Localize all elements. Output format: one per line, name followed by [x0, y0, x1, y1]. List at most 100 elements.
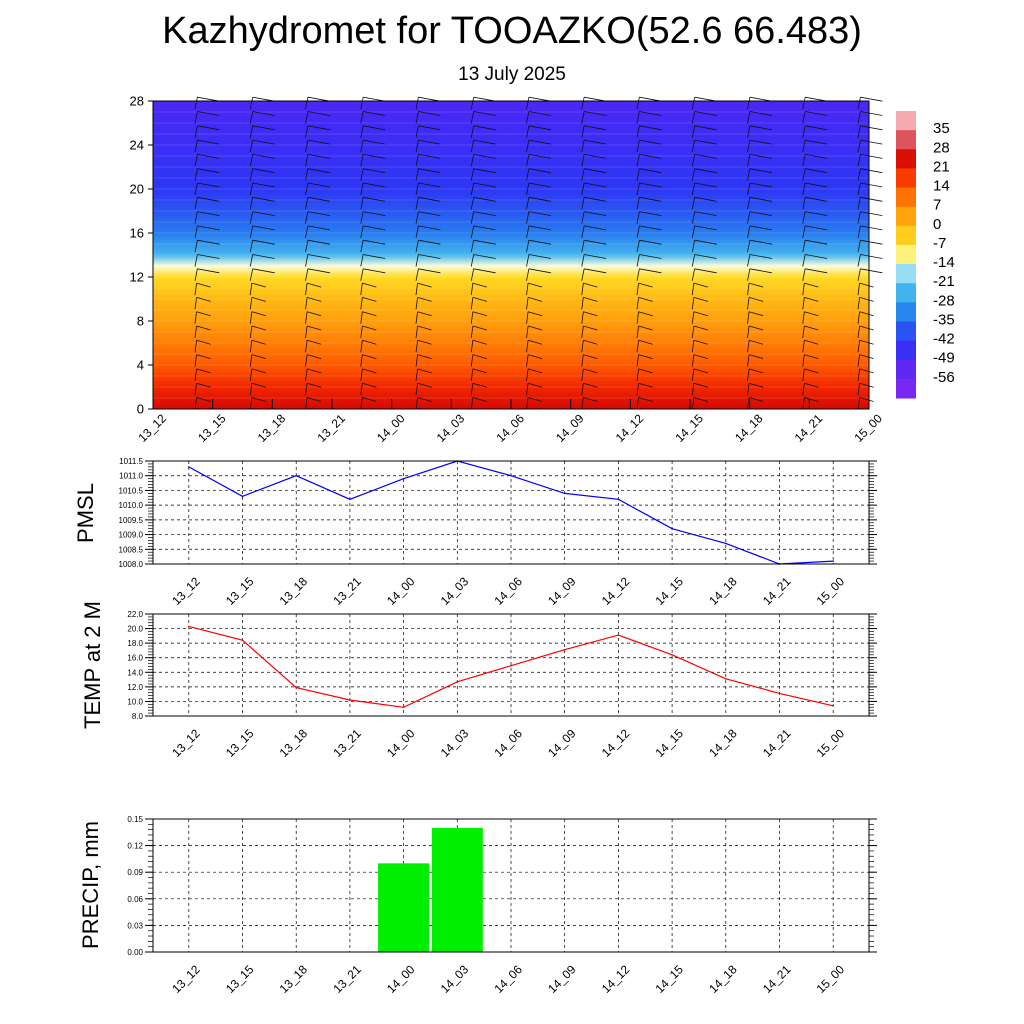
wind-barb — [415, 239, 441, 253]
wind-barb — [691, 268, 717, 281]
wind-barb — [636, 397, 653, 410]
colorbar-segment — [896, 149, 916, 169]
precip-bar — [431, 827, 483, 952]
wind-barb — [636, 211, 662, 224]
wind-barb — [305, 382, 322, 396]
x-tick-label: 13_12 — [169, 574, 203, 608]
wind-barb — [249, 139, 275, 153]
wind-barb — [857, 268, 883, 281]
wind-barb — [857, 297, 874, 310]
temp2m-ylabel: TEMP at 2 M — [80, 601, 105, 729]
wind-barb — [747, 354, 764, 367]
wind-barb — [857, 96, 883, 110]
y-tick-label: 16.0 — [127, 654, 143, 663]
wind-barb — [249, 354, 266, 367]
wind-barb — [470, 354, 487, 367]
wind-barb — [636, 182, 662, 196]
colorbar-label: -49 — [933, 350, 955, 367]
wind-barb — [470, 368, 487, 381]
wind-barb — [526, 239, 551, 253]
precip-ylabel: PRECIP, mm — [78, 821, 103, 949]
wind-barb — [747, 225, 772, 238]
colorbar-label: 7 — [933, 197, 941, 214]
pmsl-point — [671, 527, 673, 530]
colorbar-label: -21 — [933, 273, 955, 290]
wind-barb — [802, 368, 819, 381]
x-tick-label: 14_21 — [792, 411, 826, 445]
wind-barb — [636, 339, 653, 353]
y-tick-label: 22.0 — [127, 610, 143, 619]
y-tick-label: 8.0 — [132, 712, 144, 721]
wind-barb — [581, 225, 607, 238]
wind-barb — [802, 239, 828, 253]
wind-barb — [415, 111, 441, 124]
wind-barb — [360, 182, 386, 196]
colorbar-label: -14 — [933, 254, 955, 271]
wind-barb — [526, 311, 543, 324]
wind-barb — [691, 211, 717, 224]
x-tick-label: 13_21 — [330, 726, 364, 760]
colorbar-segment — [896, 302, 916, 322]
colorbar-segment — [896, 340, 916, 361]
wind-barb — [857, 125, 883, 138]
x-tick-label: 14_18 — [706, 962, 740, 996]
wind-barb — [636, 325, 653, 339]
x-tick-label: 14_00 — [384, 726, 418, 760]
y-tick-label: 14.0 — [127, 668, 143, 677]
wind-barb — [526, 125, 551, 138]
pmsl-point — [563, 492, 566, 495]
wind-barb — [360, 111, 386, 124]
wind-barb — [526, 268, 551, 281]
x-tick-label: 14_21 — [760, 574, 794, 608]
wind-barb — [194, 196, 220, 210]
x-tick-label: 14_15 — [653, 962, 687, 996]
y-tick-label: 16 — [130, 226, 144, 241]
wind-barb — [249, 254, 275, 267]
wind-barb — [415, 182, 441, 196]
x-tick-label: 14_12 — [599, 574, 633, 608]
wind-barb — [249, 382, 266, 396]
wind-barb — [691, 339, 708, 353]
wind-barb — [802, 282, 819, 296]
x-tick-label: 14_09 — [545, 726, 579, 760]
wind-barb — [305, 139, 330, 153]
wind-barb — [581, 339, 598, 353]
x-tick-label: 13_15 — [223, 574, 257, 608]
wind-barb — [691, 282, 708, 296]
wind-barb — [194, 111, 220, 124]
wind-barb — [691, 168, 717, 181]
wind-barb — [802, 325, 819, 339]
wind-barb — [691, 239, 717, 253]
wind-barb — [526, 297, 543, 310]
temp2m-point — [510, 664, 512, 667]
wind-barb — [747, 196, 772, 210]
wind-barb — [470, 311, 487, 324]
wind-barb — [636, 154, 662, 167]
colorbar-label: 21 — [933, 158, 950, 175]
wind-barb — [581, 111, 607, 124]
wind-barb — [857, 225, 883, 238]
wind-barb — [305, 325, 322, 339]
wind-barb — [636, 139, 662, 153]
x-tick-label: 15_00 — [814, 962, 848, 996]
wind-barb — [581, 125, 607, 138]
pmsl-point — [725, 542, 727, 545]
wind-barb — [691, 125, 717, 138]
wind-barb — [194, 225, 220, 238]
wind-barb — [470, 225, 496, 238]
precip-frame — [152, 818, 870, 953]
wind-barb — [360, 168, 386, 181]
wind-barb — [857, 111, 883, 124]
wind-barb — [470, 397, 487, 410]
y-tick-label: 12 — [130, 270, 144, 285]
wind-barb — [747, 111, 772, 124]
wind-barb — [194, 254, 220, 267]
x-tick-label: 14_12 — [599, 726, 633, 760]
wind-barb — [305, 111, 330, 124]
wind-barb — [249, 268, 275, 281]
wind-barb — [415, 268, 441, 281]
wind-barb — [415, 254, 441, 267]
wind-barb — [470, 154, 496, 167]
y-tick-label: 20.0 — [127, 625, 143, 634]
wind-barb — [691, 111, 717, 124]
